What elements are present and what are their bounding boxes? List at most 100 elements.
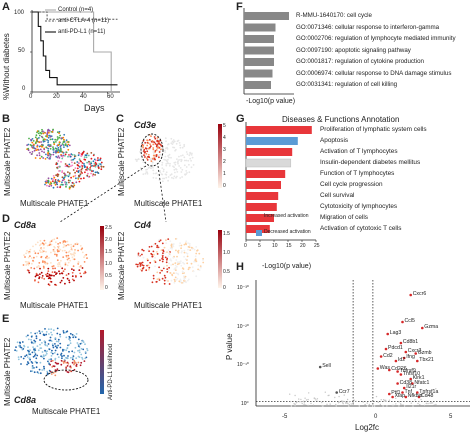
survival-ytick-100: 100 bbox=[14, 10, 25, 16]
panel-g-bar bbox=[246, 192, 279, 200]
panel-h-point-label: Tnfsf10 bbox=[402, 370, 421, 377]
phate-e-points bbox=[14, 327, 89, 377]
panel-f-bar bbox=[244, 46, 274, 55]
panel-f-bar-label: GO:0002706: regulation of lymphocyte med… bbox=[296, 35, 456, 42]
panel-g-bar-label: Migration of cells bbox=[320, 214, 368, 221]
phate-b-cluster-left bbox=[26, 128, 71, 160]
panel-h-point-label: Gzmb bbox=[417, 349, 432, 356]
phate-d2-scale-0: 0 bbox=[223, 285, 226, 291]
phate-arrow-to-d2 bbox=[157, 165, 167, 223]
panel-letter-g: G bbox=[236, 113, 245, 125]
panel-g-bar bbox=[246, 225, 270, 233]
phate-c-scale-3: 3 bbox=[223, 147, 226, 153]
panel-g-xtick: 0 bbox=[244, 243, 247, 249]
panel-h-point-label: Nfkbid bbox=[407, 393, 423, 399]
panel-h-point-label: Id2 bbox=[397, 357, 406, 363]
panel-g-xtick: 25 bbox=[314, 243, 320, 249]
panel-h-point bbox=[388, 392, 391, 396]
panel-h-point bbox=[379, 355, 383, 358]
survival-ytick-50: 50 bbox=[18, 48, 25, 54]
phate-e-highlight-oval bbox=[43, 369, 89, 391]
panel-h-point bbox=[401, 320, 404, 324]
panel-g-bar-label: Activation of cytotoxic T cells bbox=[320, 225, 402, 232]
phate-c-cd3e-high bbox=[141, 133, 163, 163]
panel-h-xtick-neg5: -5 bbox=[282, 414, 288, 420]
phate-b-cluster-right bbox=[55, 150, 105, 180]
panel-g-bar bbox=[246, 148, 293, 156]
panel-h-point bbox=[417, 395, 421, 399]
phate-d1-scale-25: 2.5 bbox=[105, 225, 112, 231]
panel-h-x-label: Log2fc bbox=[355, 423, 380, 432]
panel-h-point-label: Cd48 bbox=[421, 393, 434, 399]
panel-g-legend-swatch-increased bbox=[256, 214, 262, 220]
panel-h-point bbox=[388, 368, 391, 372]
panel-f-bar bbox=[244, 58, 274, 66]
survival-legend-ctla4: anti-CTLA-4 (n=11) bbox=[58, 18, 110, 24]
panel-h-point-label: Cd226 bbox=[391, 366, 407, 372]
phate-d1-scale-0: 0 bbox=[105, 285, 108, 291]
phate-b-cluster-bottom bbox=[44, 173, 81, 190]
panel-g-bar bbox=[246, 181, 281, 189]
phate-d2-scale-15: 1.5 bbox=[223, 231, 230, 237]
phate-e-x-label: Multiscale PHATE1 bbox=[32, 407, 101, 416]
panel-g-bar bbox=[246, 126, 312, 134]
panel-g-bar-label: Apoptosis bbox=[320, 137, 349, 144]
panel-h-point-label: Klrk1 bbox=[412, 375, 425, 381]
phate-c-scale-5: 5 bbox=[223, 123, 226, 129]
survival-xtick-40: 40 bbox=[80, 94, 87, 100]
panel-h-point-label: Ccl5 bbox=[404, 318, 415, 324]
panel-f-x-label: -Log10(p value) bbox=[246, 98, 296, 105]
phate-d1-gene: Cd8a bbox=[14, 220, 37, 230]
panel-h-point-label: Tbx21 bbox=[419, 357, 434, 363]
survival-series-0 bbox=[32, 11, 112, 92]
panel-f-bar-label: GO:0006974: cellular response to DNA dam… bbox=[296, 69, 452, 77]
panel-h-point bbox=[399, 341, 403, 345]
panel-h-point-label: Cd8b1 bbox=[402, 339, 419, 345]
panel-g-xtick: 20 bbox=[300, 243, 306, 249]
panel-h-point bbox=[421, 326, 424, 330]
panel-h-point bbox=[318, 365, 322, 369]
panel-h-point bbox=[384, 347, 388, 351]
panel-h-point bbox=[391, 395, 394, 399]
panel-h-point-label: Gzma bbox=[424, 324, 439, 330]
panel-g-bar-label: Cytotoxicity of lymphocytes bbox=[320, 203, 398, 210]
panel-h-point bbox=[396, 382, 399, 385]
panel-letter-d: D bbox=[2, 213, 10, 225]
panel-h-ytick-20: 10⁻²⁰ bbox=[237, 324, 249, 330]
panel-h-point bbox=[411, 382, 414, 385]
panel-h-point-label: Ccr7 bbox=[338, 388, 350, 395]
panel-h-xtick-5: 5 bbox=[449, 414, 453, 420]
panel-g-title: Diseases & Functions Annotation bbox=[282, 115, 400, 124]
panel-h-point-label: Cxcr3 bbox=[407, 348, 422, 354]
panel-h-point-label: Tnfrsf9 bbox=[399, 367, 416, 374]
panel-g-bar-label: Proliferation of lymphatic system cells bbox=[320, 126, 427, 133]
panel-f-bar bbox=[244, 81, 271, 89]
panel-g-bar-label: Activation of T lymphocytes bbox=[320, 148, 398, 155]
panel-letter-b: B bbox=[2, 113, 10, 125]
survival-legend-control: Control (n=4) bbox=[58, 7, 94, 13]
panel-g-bar-label: Cell survival bbox=[320, 192, 355, 199]
panel-h-xtick-0: 0 bbox=[374, 414, 378, 420]
phate-e-colorbar bbox=[100, 330, 104, 394]
panel-h-point bbox=[376, 367, 380, 370]
phate-d1-x-label: Multiscale PHATE1 bbox=[20, 301, 89, 310]
panel-h-y-label: P value bbox=[225, 333, 234, 360]
panel-h-ytick-0: 10⁰ bbox=[241, 401, 249, 407]
phate-b-x-label: Multiscale PHATE1 bbox=[20, 199, 89, 208]
panel-f-bar bbox=[244, 35, 274, 43]
panel-h-point-label: Pdcd1 bbox=[388, 345, 403, 351]
panel-f-bar-label: GO:0031341: regulation of cell killing bbox=[296, 81, 398, 88]
phate-c-scale-0: 0 bbox=[223, 183, 226, 189]
panel-g-legend-decreased: Decreased activation bbox=[264, 229, 311, 235]
phate-d1-points bbox=[22, 237, 88, 287]
panel-h-point-label: Cd2 bbox=[383, 352, 393, 359]
panel-h-point-label: Tnfrsf1a bbox=[419, 388, 439, 395]
panel-g-legend-increased: Increased activation bbox=[264, 213, 309, 219]
panel-h-point-label: Was bbox=[379, 364, 390, 371]
phate-arrow-to-d1 bbox=[59, 165, 147, 223]
phate-c-scale-2: 2 bbox=[223, 159, 226, 165]
panel-letter-a: A bbox=[2, 1, 10, 13]
